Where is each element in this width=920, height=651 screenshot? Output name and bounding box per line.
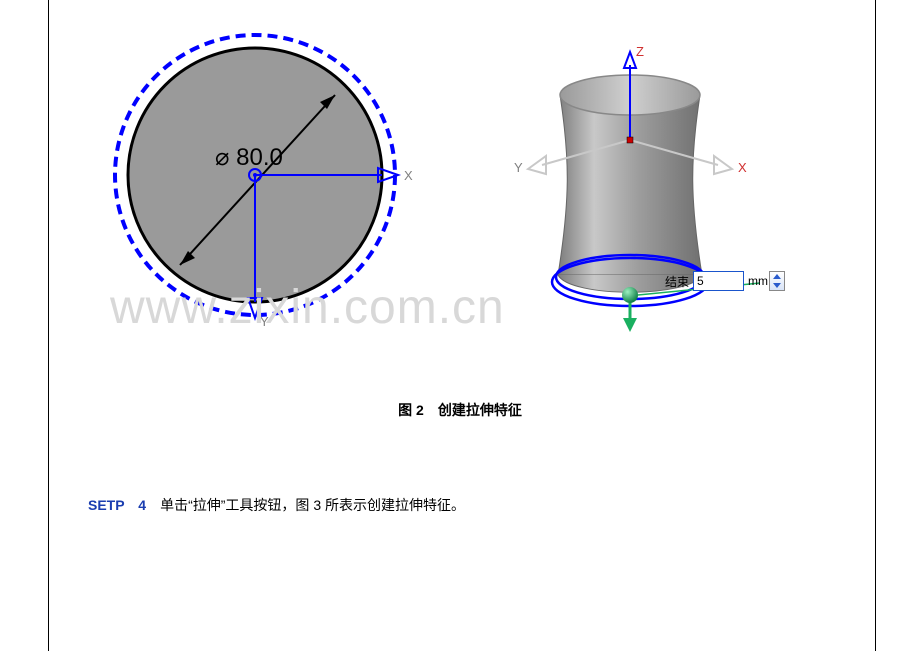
axis-z-label: Z [636, 44, 644, 59]
step-label: SETP 4 [88, 497, 146, 513]
stepper-up[interactable] [770, 272, 784, 281]
stepper-down[interactable] [770, 281, 784, 290]
axis-x-label: X [404, 168, 413, 183]
drag-handle[interactable] [622, 287, 638, 303]
end-label: 结束 [665, 273, 689, 290]
axis-x-label-3d: X [738, 160, 747, 175]
watermark: www.zixin.com.cn [110, 280, 505, 335]
end-value-input[interactable]: 结束 5 mm [665, 270, 785, 292]
end-unit: mm [748, 274, 768, 288]
model-3d: Z X Y [450, 20, 820, 350]
diameter-label: ⌀ 80.0 [215, 144, 283, 171]
step-line: SETP 4 单击“拉伸”工具按钮，图 3 所表示创建拉伸特征。 [88, 495, 465, 515]
axis-y-label-3d: Y [514, 160, 523, 175]
figure-caption: 图 2 创建拉伸特征 [0, 400, 920, 420]
step-text: 单击“拉伸”工具按钮，图 3 所表示创建拉伸特征。 [146, 497, 465, 513]
stepper[interactable] [769, 271, 785, 291]
end-value-field[interactable]: 5 [693, 271, 744, 291]
